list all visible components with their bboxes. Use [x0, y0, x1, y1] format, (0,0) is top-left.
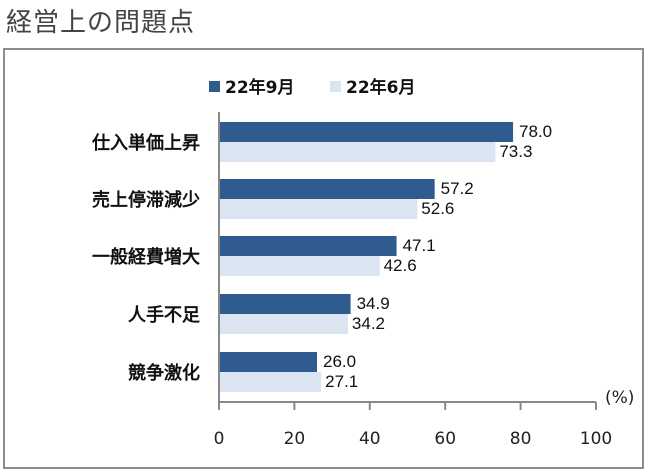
legend-label-0: 22年9月	[225, 77, 295, 98]
data-label: 42.6	[384, 256, 417, 275]
category-label: 売上停滞減少	[92, 189, 200, 211]
data-label: 73.3	[499, 142, 532, 161]
x-tick-label: 100	[580, 429, 612, 449]
category-label: 一般経費増大	[92, 246, 200, 268]
unit-label: (%)	[605, 388, 634, 408]
data-label: 34.2	[352, 314, 385, 333]
bar-0-4	[219, 352, 318, 372]
legend-swatch-1	[330, 81, 341, 92]
data-label: 27.1	[325, 372, 358, 391]
legend-swatch-0	[209, 81, 220, 92]
x-tick-label: 80	[510, 429, 532, 449]
x-tick-label: 40	[359, 429, 381, 449]
category-label: 人手不足	[128, 304, 200, 326]
x-tick-label: 0	[214, 429, 225, 449]
x-tick-label: 60	[434, 429, 456, 449]
bar-0-1	[219, 179, 435, 199]
category-label: 仕入単価上昇	[91, 132, 200, 154]
x-tick-label: 20	[284, 429, 306, 449]
data-label: 47.1	[403, 236, 436, 255]
chart-frame	[3, 48, 644, 469]
data-label: 78.0	[519, 122, 552, 141]
page-title: 経営上の問題点	[6, 8, 196, 38]
legend-label-1: 22年6月	[346, 77, 416, 98]
bar-1-0	[219, 142, 496, 162]
data-label: 26.0	[323, 352, 356, 371]
bar-1-2	[219, 256, 380, 276]
bar-1-1	[219, 199, 418, 219]
bar-0-3	[219, 294, 351, 314]
category-label: 競争激化	[128, 362, 200, 384]
data-label: 52.6	[421, 199, 454, 218]
data-label: 34.9	[357, 294, 390, 313]
bar-1-3	[219, 314, 348, 334]
bar-1-4	[219, 372, 322, 392]
data-label: 57.2	[441, 179, 474, 198]
bar-0-2	[219, 236, 397, 256]
bar-0-0	[219, 122, 514, 142]
